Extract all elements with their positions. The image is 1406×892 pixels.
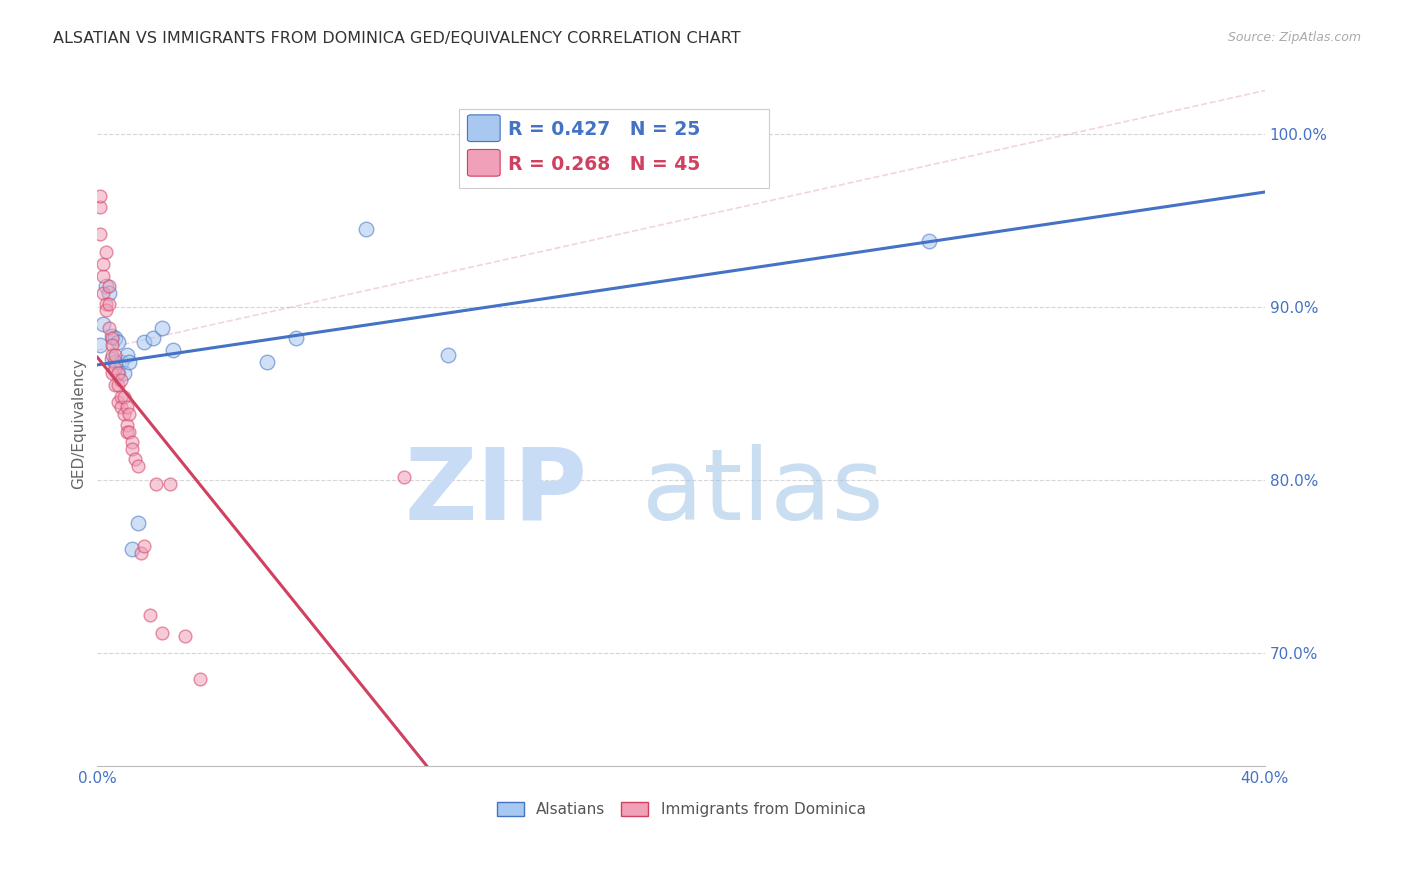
Text: R = 0.427   N = 25: R = 0.427 N = 25 [509,120,700,139]
Point [98,279,121,293]
Point [91,257,114,271]
Point [118,355,141,369]
Point [112,390,135,404]
Point [94,244,117,259]
Point [104,349,127,363]
Point [159,476,181,491]
Point [91,268,114,283]
FancyBboxPatch shape [460,109,769,188]
Point [132,334,155,349]
Point [129,546,152,560]
Text: ZIP: ZIP [405,444,588,541]
Point [118,408,141,422]
Point [150,320,173,334]
Point [104,360,127,375]
Point [115,401,138,415]
FancyBboxPatch shape [467,115,501,142]
Point [89,338,111,352]
Point [104,331,127,345]
Point [107,395,129,409]
Point [89,189,111,203]
Point [354,222,377,236]
Point [918,234,941,248]
Point [110,401,132,415]
Point [94,303,117,318]
Point [98,296,121,310]
Point [174,629,197,643]
Text: R = 0.268   N = 45: R = 0.268 N = 45 [509,155,700,174]
Point [115,349,138,363]
Point [256,355,278,369]
Point [110,373,132,387]
Point [115,417,138,432]
Point [101,351,124,366]
Point [89,227,111,242]
Point [121,542,143,557]
Point [392,469,415,483]
Point [127,459,149,474]
Point [132,539,155,553]
Text: ALSATIAN VS IMMIGRANTS FROM DOMINICA GED/EQUIVALENCY CORRELATION CHART: ALSATIAN VS IMMIGRANTS FROM DOMINICA GED… [53,31,741,46]
Point [91,318,114,332]
Point [112,366,135,380]
Text: Source: ZipAtlas.com: Source: ZipAtlas.com [1227,31,1361,45]
Point [91,286,114,301]
Point [188,673,211,687]
Y-axis label: GED/Equivalency: GED/Equivalency [72,359,86,490]
Point [98,320,121,334]
Point [107,378,129,392]
Point [112,408,135,422]
Point [101,329,124,343]
Point [107,334,129,349]
Point [118,425,141,439]
Text: atlas: atlas [643,444,883,541]
Point [139,608,162,623]
Point [127,516,149,531]
Point [104,355,127,369]
Point [284,331,307,345]
Point [121,442,143,456]
Point [142,331,165,345]
Point [94,296,117,310]
FancyBboxPatch shape [467,150,501,176]
Point [162,343,184,358]
Point [124,452,146,467]
Point [145,476,167,491]
Point [104,378,127,392]
Point [89,200,111,214]
Point [101,349,124,363]
Point [101,331,124,345]
Point [110,355,132,369]
Point [98,286,121,301]
Point [101,366,124,380]
Point [150,625,173,640]
Point [107,366,129,380]
Point [436,349,458,363]
Point [101,338,124,352]
Point [121,435,143,450]
Point [107,366,129,380]
Point [94,279,117,293]
Point [115,425,138,439]
Legend: Alsatians, Immigrants from Dominica: Alsatians, Immigrants from Dominica [491,796,872,823]
Point [110,390,132,404]
